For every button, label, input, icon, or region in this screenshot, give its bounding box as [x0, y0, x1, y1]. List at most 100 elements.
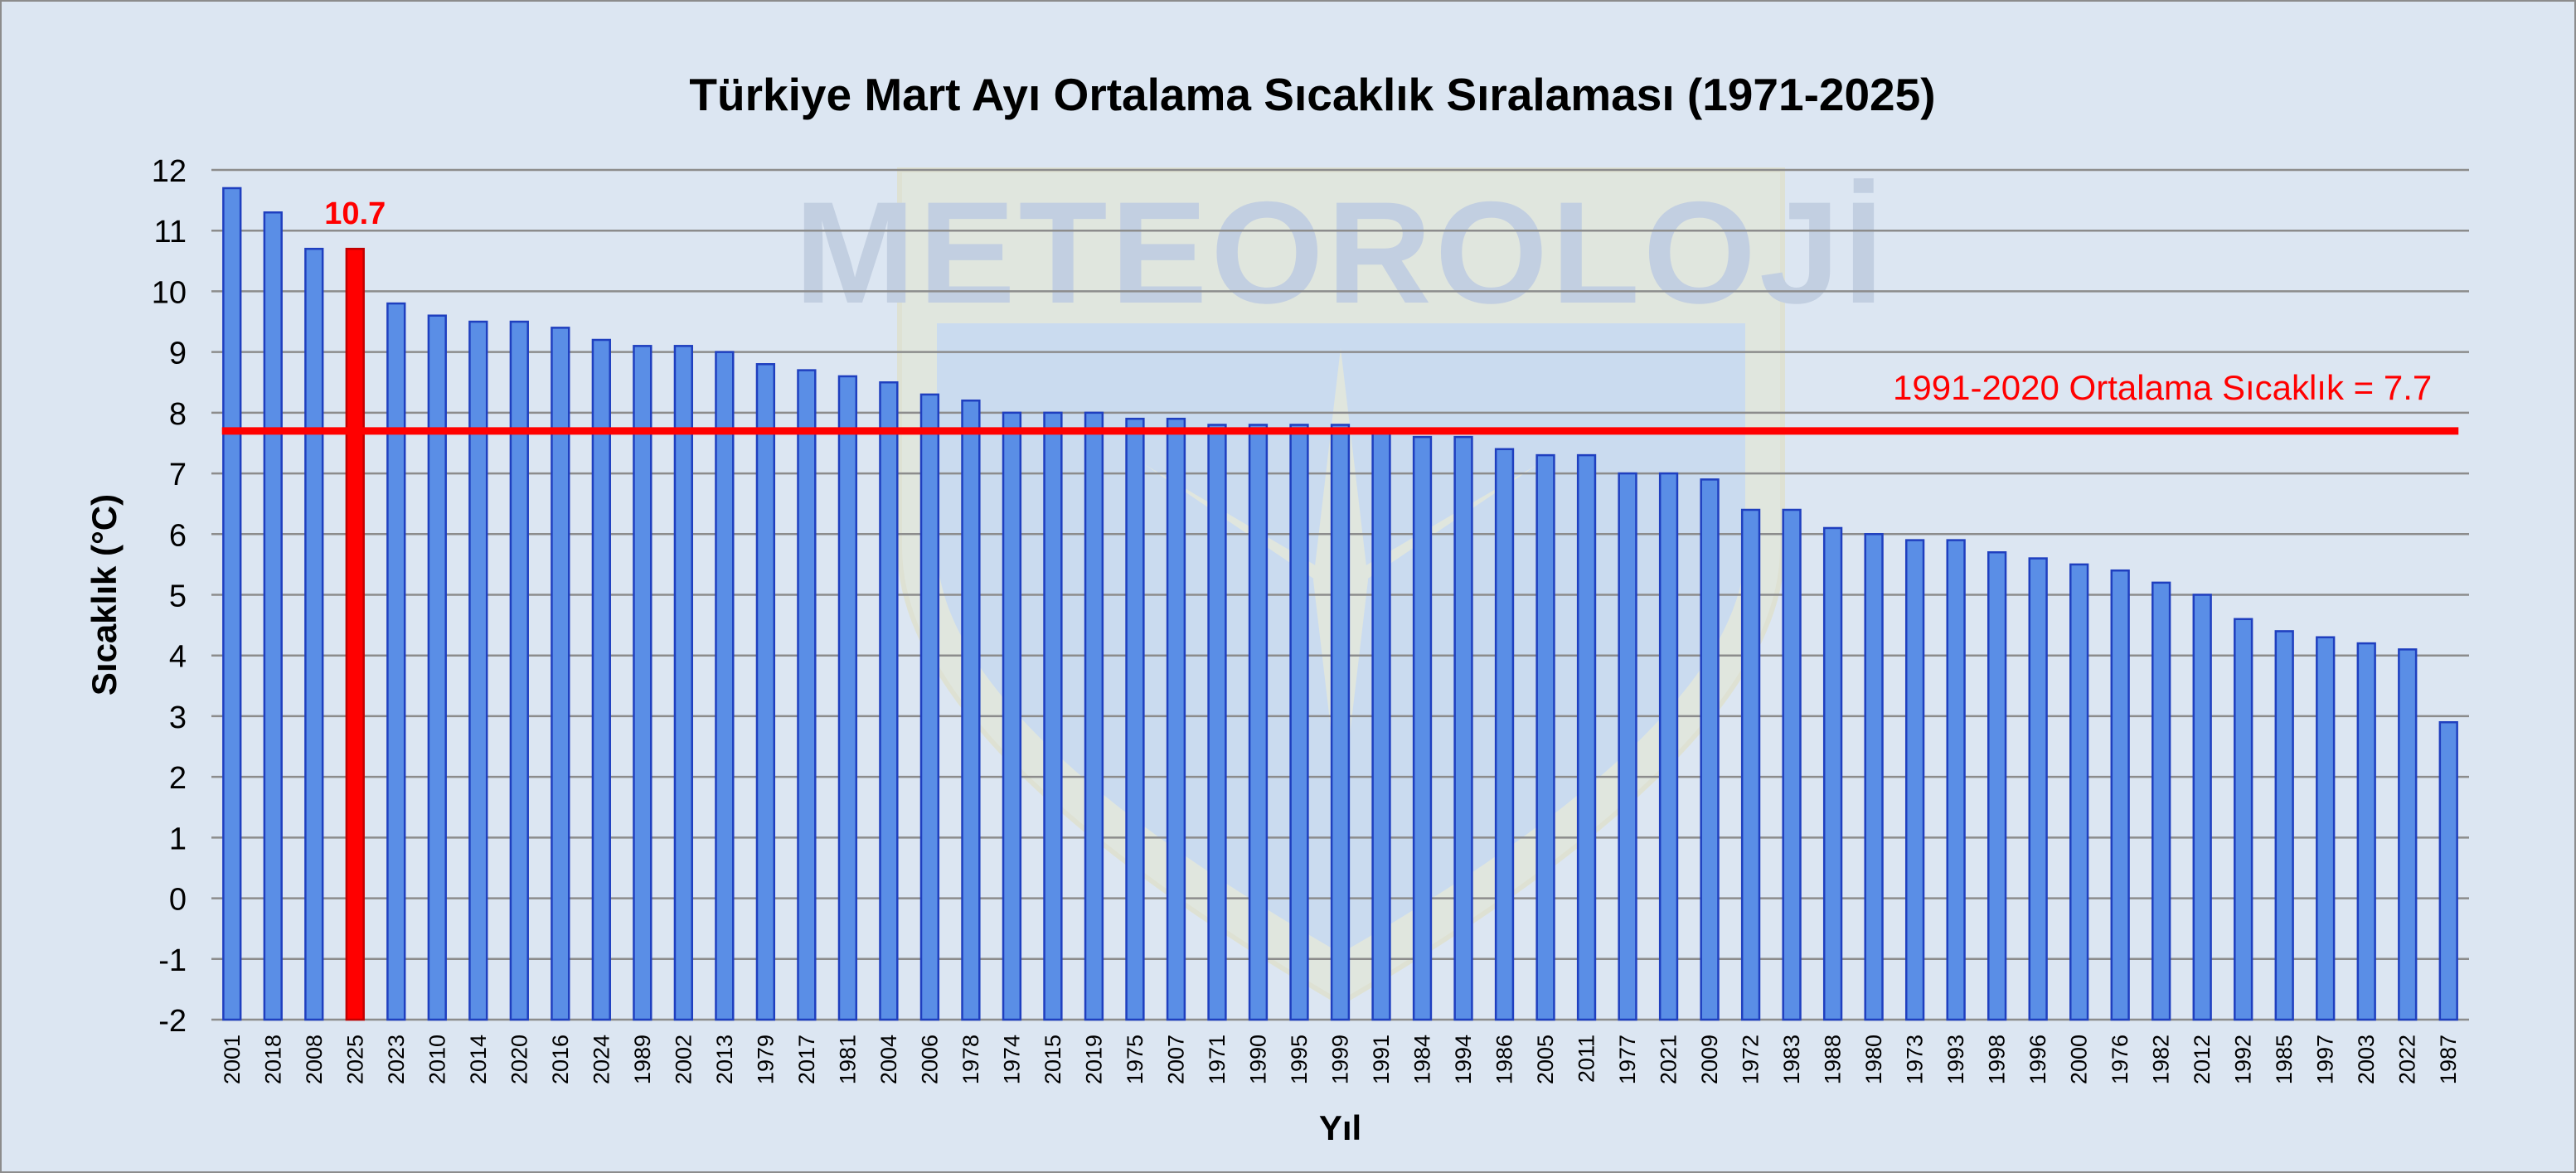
x-tick-label: 1972	[1739, 1035, 1763, 1084]
bar-2011	[1576, 453, 1597, 1021]
x-tick-label: 2009	[1697, 1035, 1722, 1084]
bar-1982	[2152, 581, 2171, 1021]
x-tick-label: 1997	[2313, 1035, 2338, 1084]
y-tick-label: 4	[169, 640, 187, 675]
highlight-data-label: 10.7	[324, 196, 386, 231]
y-tick-label: 7	[169, 458, 187, 492]
x-tick-label: 1978	[958, 1035, 983, 1084]
x-tick-label: 2012	[2190, 1035, 2215, 1084]
x-tick-label: 1993	[1943, 1035, 1968, 1084]
bar-1975	[1125, 417, 1145, 1021]
bar-2001	[222, 187, 242, 1021]
x-tick-label: 1977	[1615, 1035, 1640, 1084]
y-tick-label: 12	[152, 154, 187, 189]
y-tick-label: 10	[152, 275, 187, 310]
bar-1985	[2274, 630, 2294, 1021]
bar-2018	[263, 211, 283, 1021]
x-axis-tick-labels: 2001 2018 2008 2025 2023 2010 2014 2020 2016 2024…	[220, 1035, 2461, 1084]
bar-2009	[1700, 478, 1720, 1021]
x-tick-label: 2024	[589, 1035, 614, 1084]
bar-2008	[304, 247, 324, 1021]
bar-2020	[509, 320, 529, 1021]
bar-1994	[1453, 435, 1473, 1021]
bar-1976	[2110, 569, 2130, 1021]
y-tick-label: 3	[169, 700, 187, 735]
bar-2004	[879, 381, 899, 1021]
x-tick-label: 2022	[2395, 1035, 2420, 1084]
bar-2013	[715, 351, 735, 1021]
x-tick-label: 2025	[342, 1035, 367, 1084]
x-tick-label: 2011	[1574, 1035, 1599, 1083]
x-tick-label: 2003	[2354, 1035, 2379, 1084]
y-tick-label: 6	[169, 518, 187, 553]
x-tick-label: 2018	[260, 1035, 285, 1084]
x-tick-label: 1991	[1369, 1035, 1394, 1084]
y-axis-label: Sıcaklık (°C)	[85, 494, 124, 696]
x-tick-label: 2000	[2067, 1035, 2092, 1084]
x-tick-label: 1971	[1205, 1035, 1230, 1084]
bar-1974	[1002, 411, 1022, 1021]
x-tick-label: 1986	[1492, 1035, 1517, 1084]
x-tick-label: 2021	[1657, 1035, 1681, 1084]
x-tick-label: 2023	[384, 1035, 409, 1084]
bar-2017	[797, 369, 817, 1021]
x-tick-label: 2007	[1163, 1035, 1188, 1084]
bar-1972	[1740, 508, 1761, 1021]
bar-1998	[1987, 551, 2007, 1021]
y-tick-label: 0	[169, 883, 187, 918]
bar-1992	[2234, 618, 2253, 1021]
bar-2000	[2069, 563, 2089, 1021]
x-tick-label: 1992	[2231, 1035, 2256, 1084]
bar-2005	[1535, 453, 1555, 1021]
x-tick-label: 1974	[999, 1035, 1024, 1084]
x-tick-label: 1988	[1821, 1035, 1846, 1084]
x-tick-label: 2002	[671, 1035, 696, 1084]
x-tick-label: 1981	[835, 1035, 860, 1084]
y-tick-label: -2	[158, 1004, 187, 1039]
x-tick-label: 1976	[2108, 1035, 2132, 1084]
reference-line-label: 1991-2020 Ortalama Sıcaklık = 7.7	[1893, 368, 2432, 407]
y-tick-label: 5	[169, 579, 187, 614]
bar-1979	[755, 363, 776, 1021]
y-tick-label: 2	[169, 761, 187, 796]
bar-1991	[1371, 429, 1391, 1021]
x-tick-label: 1973	[1903, 1035, 1928, 1084]
bar-1980	[1864, 533, 1884, 1021]
x-tick-label: 1980	[1861, 1035, 1886, 1084]
bar-2002	[673, 345, 694, 1021]
x-tick-label: 1990	[1245, 1035, 1270, 1084]
bar-1983	[1782, 508, 1802, 1021]
bar-1993	[1946, 539, 1966, 1021]
bar-1971	[1207, 424, 1227, 1021]
y-tick-label: 1	[169, 822, 187, 856]
x-tick-label: 2013	[712, 1035, 737, 1084]
x-tick-label: 1984	[1410, 1035, 1435, 1084]
x-tick-label: 1983	[1779, 1035, 1804, 1084]
x-axis-label: Yıl	[1319, 1108, 1361, 1147]
bar-2021	[1658, 472, 1679, 1021]
bar-2006	[919, 393, 940, 1021]
bar-1997	[2316, 636, 2336, 1021]
bar-1973	[1904, 539, 1925, 1021]
bar-1999	[1330, 424, 1351, 1021]
x-tick-label: 2008	[302, 1035, 327, 1084]
x-tick-label: 2019	[1081, 1035, 1106, 1084]
x-tick-label: 1995	[1287, 1035, 1312, 1084]
x-tick-label: 1989	[630, 1035, 655, 1084]
bar-2003	[2356, 642, 2376, 1021]
x-tick-label: 1987	[2436, 1035, 2461, 1084]
bar-1996	[2028, 557, 2048, 1021]
bar-2007	[1166, 417, 1186, 1021]
bar-1978	[961, 399, 981, 1021]
y-tick-label: 8	[169, 397, 187, 432]
bar-2023	[386, 302, 406, 1021]
bar-1990	[1248, 424, 1269, 1021]
x-tick-label: 2005	[1533, 1035, 1558, 1084]
x-tick-label: 1994	[1451, 1035, 1476, 1084]
x-tick-label: 1975	[1123, 1035, 1147, 1084]
bar-2014	[468, 320, 488, 1021]
y-tick-label: 9	[169, 337, 187, 371]
bar-2010	[427, 314, 447, 1021]
bar-1995	[1289, 424, 1309, 1021]
